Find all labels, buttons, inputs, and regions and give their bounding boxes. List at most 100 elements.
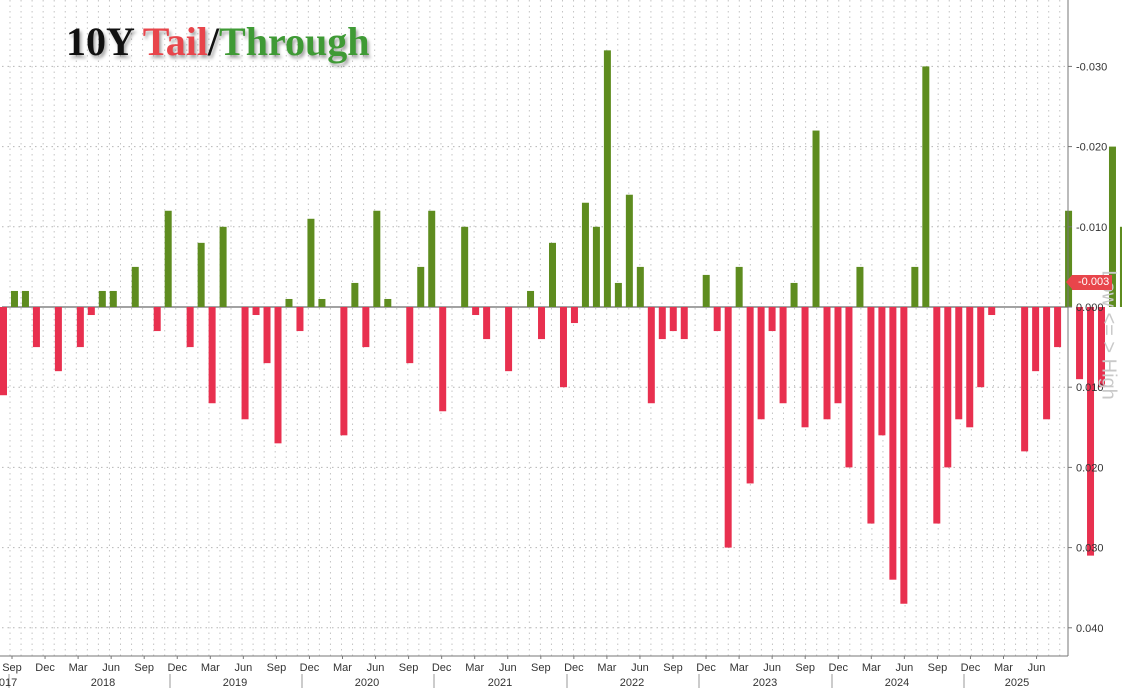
bar (296, 307, 304, 332)
bar (735, 266, 743, 307)
bar (362, 307, 370, 348)
bar (186, 307, 194, 348)
bar (933, 307, 941, 524)
x-year-label: 2017 (0, 677, 17, 688)
bar (274, 307, 282, 444)
bar (680, 307, 688, 340)
bar (197, 242, 205, 307)
bar (263, 307, 271, 364)
title-part-tail: Tail (142, 19, 208, 64)
y-tick-label: 0.000 (1076, 302, 1104, 314)
bar (636, 266, 644, 307)
bar (351, 282, 359, 307)
bar (1108, 146, 1116, 307)
bar (647, 307, 655, 404)
x-month-label: Jun (367, 662, 385, 674)
bar (1076, 307, 1084, 380)
bar (834, 307, 842, 404)
bar (713, 307, 721, 332)
bar (603, 50, 611, 308)
bar (779, 307, 787, 404)
x-month-label: Sep (267, 662, 287, 674)
bar (559, 307, 567, 388)
bar (856, 266, 864, 307)
x-month-label: Sep (663, 662, 683, 674)
x-month-label: Mar (333, 662, 352, 674)
bar (428, 210, 436, 307)
bar (768, 307, 776, 332)
x-month-label: Jun (234, 662, 252, 674)
bar (1065, 210, 1073, 307)
x-month-label: Sep (531, 662, 551, 674)
bar (1043, 307, 1051, 420)
bar (109, 290, 117, 307)
y-tick-label: 0.020 (1076, 462, 1104, 474)
x-year-label: 2023 (753, 677, 777, 688)
x-year-label: 2025 (1005, 677, 1029, 688)
bar (87, 307, 95, 316)
x-month-label: Dec (35, 662, 55, 674)
bar (252, 307, 260, 316)
bar (164, 210, 172, 307)
bar (32, 307, 40, 348)
x-month-label: Mar (994, 662, 1013, 674)
bar (625, 194, 633, 307)
bar (1098, 307, 1105, 388)
title-part-slash: / (207, 19, 220, 64)
bar (1021, 307, 1029, 452)
bar (790, 282, 798, 307)
bar (1087, 307, 1095, 556)
x-month-label: Jun (895, 662, 913, 674)
bar (483, 307, 491, 340)
x-month-label: Dec (300, 662, 320, 674)
bar (614, 282, 622, 307)
x-month-label: Mar (597, 662, 616, 674)
bar (538, 307, 546, 340)
bar (208, 307, 216, 404)
x-month-label: Jun (102, 662, 120, 674)
x-month-label: Dec (432, 662, 452, 674)
bar (889, 307, 897, 580)
bar (592, 226, 600, 307)
x-year-label: 2020 (355, 677, 379, 688)
x-year-label: 2019 (223, 677, 247, 688)
chart-title: 10Y Tail/Through (66, 18, 370, 65)
bar (318, 298, 326, 307)
grid-lines (2, 0, 1068, 656)
bar (823, 307, 831, 420)
bar (702, 274, 710, 307)
bar (724, 307, 732, 548)
x-month-label: Sep (795, 662, 815, 674)
bar (472, 307, 480, 316)
bar (461, 226, 469, 307)
bar (98, 290, 106, 307)
bar (76, 307, 84, 348)
bar (1119, 226, 1122, 307)
bar (527, 290, 535, 307)
bar (1032, 307, 1040, 372)
x-month-label: Sep (399, 662, 419, 674)
bar (285, 298, 293, 307)
bar (801, 307, 809, 428)
bar (241, 307, 249, 420)
x-month-label: Jun (631, 662, 649, 674)
bar (955, 307, 963, 420)
x-month-label: Mar (730, 662, 749, 674)
y-tick-label: 0.040 (1076, 623, 1104, 635)
bar (812, 130, 820, 307)
bar (0, 307, 7, 396)
x-year-label: 2024 (885, 677, 909, 688)
y-tick-label: -0.020 (1076, 142, 1107, 154)
x-month-label: Dec (564, 662, 584, 674)
bar (549, 242, 556, 307)
bar (746, 307, 754, 484)
bar (570, 307, 578, 324)
x-month-label: Dec (167, 662, 187, 674)
y-axis: -0.030 -0.020 -0.010 0.000 0.010 0.020 0.030 0.… (1067, 0, 1107, 656)
x-year-label: 2022 (620, 677, 644, 688)
bar (911, 266, 919, 307)
x-axis: Sep Dec Mar Jun Sep Dec Mar Jun Sep Dec Mar Jun Sep D… (0, 655, 1068, 688)
x-month-label: Mar (69, 662, 88, 674)
bar-series (0, 50, 1122, 604)
